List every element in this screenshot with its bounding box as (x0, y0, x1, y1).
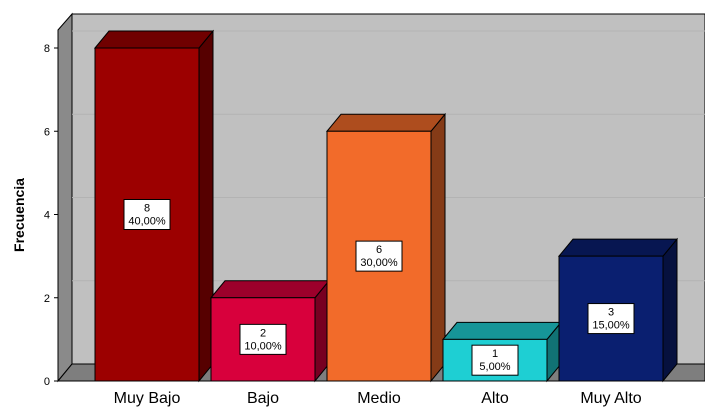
bars: 840,00%210,00%630,00%15,00%315,00% (93, 29, 679, 383)
chart-side-wall (57, 12, 73, 383)
x-tick-label: Medio (357, 390, 401, 407)
data-label-count: 6 (376, 244, 382, 256)
bar-top (325, 113, 447, 132)
data-label-percent: 40,00% (128, 216, 166, 228)
y-tick-label: 6 (44, 126, 50, 138)
bar-top (557, 238, 679, 257)
x-tick-label: Muy Bajo (114, 390, 181, 407)
data-label-box (471, 344, 519, 376)
bar-alto: 15,00% (441, 320, 563, 383)
data-label-box (355, 240, 403, 272)
bar-bajo: 210,00% (209, 279, 331, 383)
bar-top (209, 280, 331, 299)
data-label-percent: 5,00% (479, 361, 510, 373)
bar-medio: 630,00% (325, 112, 447, 383)
y-axis-label: Frecuencia (11, 178, 27, 252)
data-label-box (239, 323, 287, 355)
data-label-percent: 10,00% (244, 340, 282, 352)
data-label-count: 2 (260, 327, 266, 339)
data-label-box (123, 199, 171, 230)
data-label-percent: 15,00% (592, 320, 630, 332)
bar-top (93, 30, 215, 49)
bar-top (441, 321, 563, 340)
bar-muy-bajo: 840,00% (93, 29, 215, 383)
y-tick-label: 0 (44, 376, 50, 388)
x-tick-label: Muy Alto (580, 390, 641, 407)
data-label-count: 8 (144, 203, 150, 215)
data-label-percent: 30,00% (360, 257, 398, 269)
data-label-count: 1 (492, 348, 498, 360)
x-tick-label: Alto (481, 390, 509, 407)
bar-muy-alto: 315,00% (557, 237, 679, 383)
data-label-box (587, 303, 635, 335)
x-axis: Muy Bajo Bajo Medio Alto Muy Alto (114, 390, 642, 407)
bar-front (558, 255, 664, 382)
data-label-count: 3 (608, 307, 614, 319)
y-tick-label: 4 (44, 210, 50, 222)
bar-side (662, 237, 678, 383)
y-axis: 0 2 4 6 8 (44, 30, 59, 388)
x-tick-label: Bajo (247, 390, 279, 407)
y-tick-label: 8 (44, 43, 50, 55)
y-tick-label: 2 (44, 293, 50, 305)
